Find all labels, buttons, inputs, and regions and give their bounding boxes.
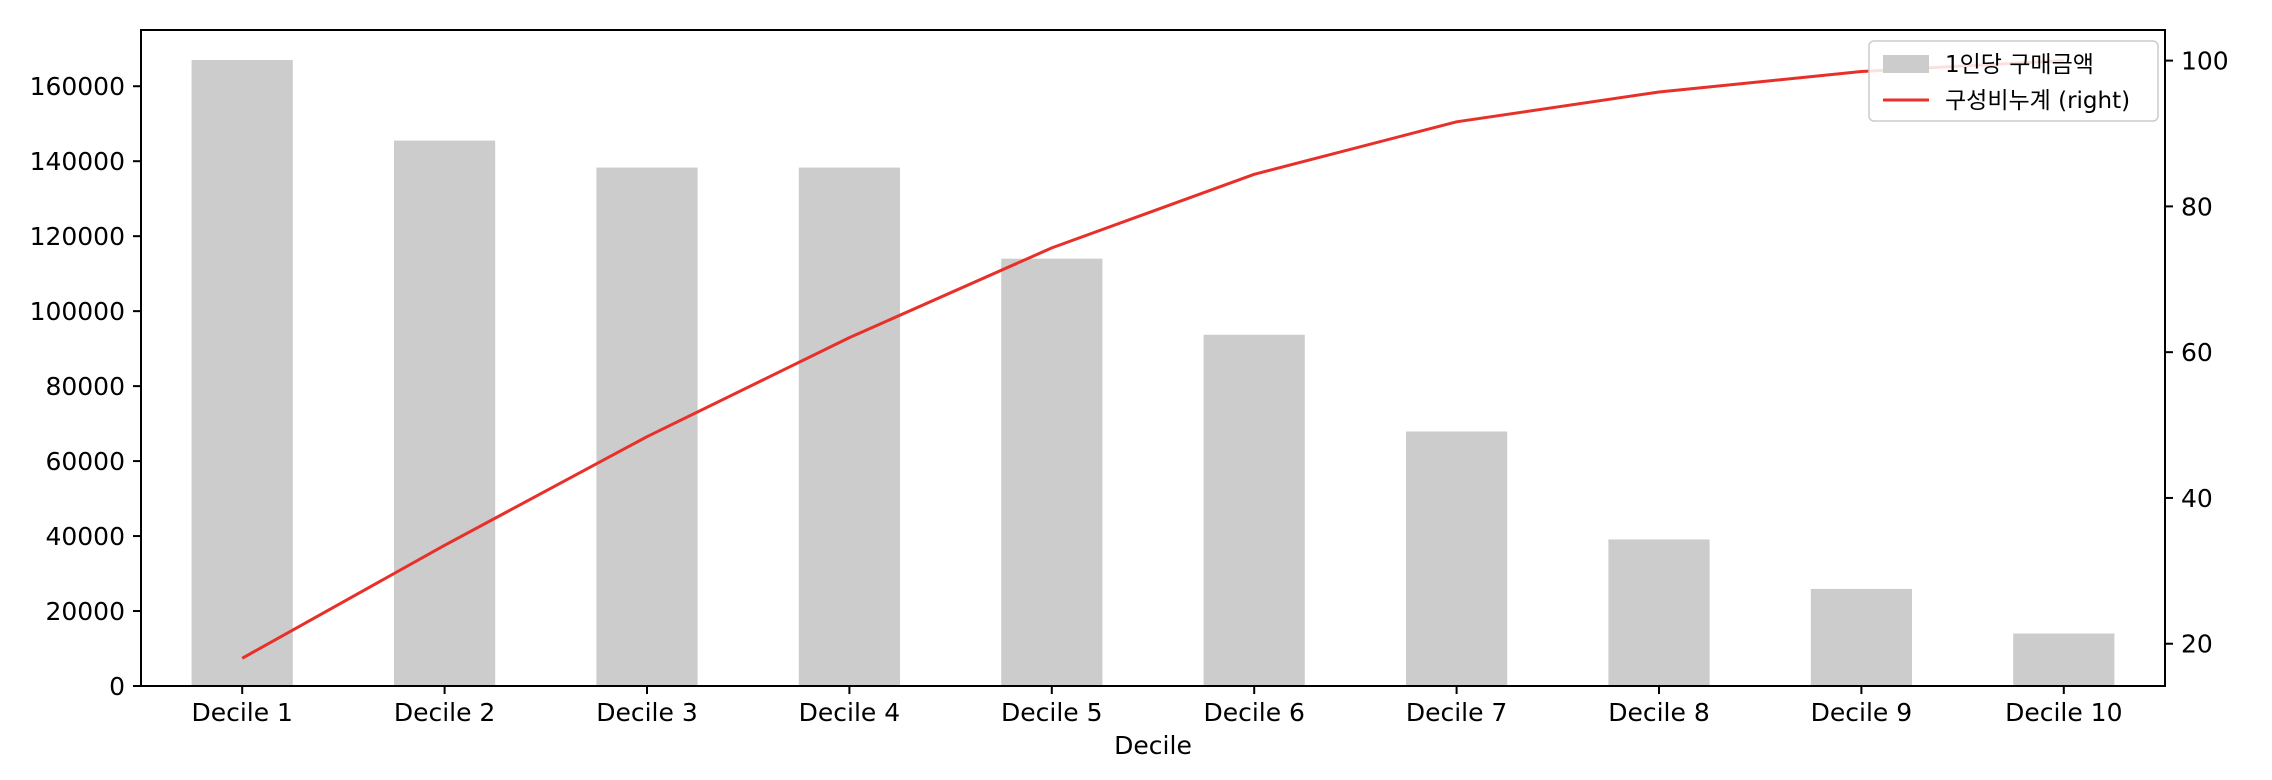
cumulative-line — [241, 59, 2064, 660]
line-layer — [241, 59, 2064, 660]
bar-2 — [394, 140, 496, 686]
bar-5 — [1001, 258, 1103, 686]
bar-7 — [1406, 431, 1508, 686]
y2-tick-label: 100 — [2181, 47, 2229, 76]
y2-tick-label: 20 — [2181, 630, 2213, 659]
x-tick-label: Decile 9 — [1811, 698, 1913, 727]
x-tick-label: Decile 6 — [1203, 698, 1305, 727]
y-tick-label: 120000 — [30, 222, 125, 251]
x-tick-label: Decile 8 — [1608, 698, 1710, 727]
x-tick-label: Decile 4 — [799, 698, 901, 727]
x-tick-label: Decile 2 — [394, 698, 496, 727]
bar-1 — [191, 59, 293, 686]
plot-frame — [140, 29, 2166, 687]
y-tick-label: 60000 — [45, 447, 125, 476]
y-tick-label: 100000 — [30, 297, 125, 326]
y-tick-label: 160000 — [30, 72, 125, 101]
y-tick-label: 0 — [109, 672, 125, 701]
x-tick-label: Decile 7 — [1406, 698, 1508, 727]
bar-4 — [798, 167, 900, 686]
bar-6 — [1203, 334, 1305, 686]
axes-layer: 0 20000 40000 60000 80000 100000 120000 140000 1… — [30, 29, 2229, 760]
y-tick-label: 140000 — [30, 147, 125, 176]
x-tick-label: Decile 10 — [2005, 698, 2122, 727]
y-tick-label: 40000 — [45, 522, 125, 551]
x-tick-label: Decile 1 — [191, 698, 293, 727]
y-tick-label: 20000 — [45, 597, 125, 626]
y2-tick-label: 40 — [2181, 484, 2213, 513]
x-axis-title: Decile — [1114, 731, 1192, 760]
y2-tick-label: 60 — [2181, 338, 2213, 367]
bar-9 — [1810, 588, 1912, 686]
legend-bar-swatch — [1883, 55, 1929, 73]
x-tick-label: Decile 5 — [1001, 698, 1103, 727]
bar-10 — [2013, 633, 2115, 686]
legend-line-label: 구성비누계 (right) — [1945, 88, 2130, 114]
bars-layer — [191, 59, 2115, 686]
legend-bar-label: 1인당 구매금액 — [1945, 52, 2094, 78]
bar-8 — [1608, 539, 1710, 686]
x-tick-label: Decile 3 — [596, 698, 698, 727]
legend-box — [1868, 40, 2159, 122]
y-tick-label: 80000 — [45, 372, 125, 401]
bar-3 — [596, 167, 698, 686]
y2-tick-label: 80 — [2181, 192, 2213, 221]
